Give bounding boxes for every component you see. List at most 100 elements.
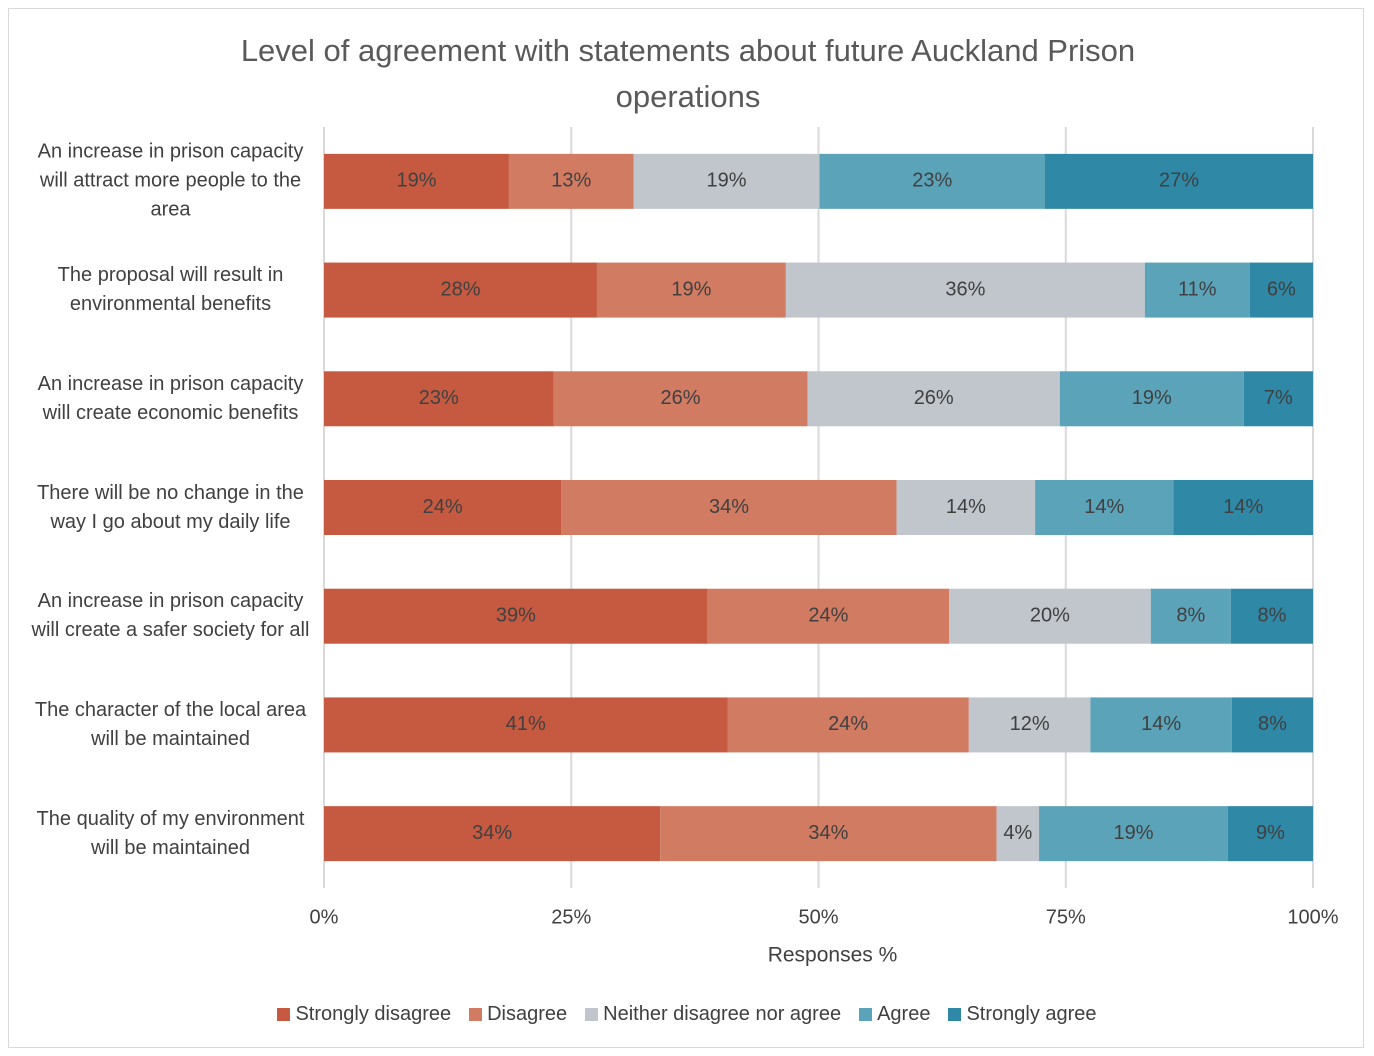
data-label: 14% [1223, 496, 1263, 518]
data-label: 36% [945, 278, 985, 300]
bar-segment [324, 588, 708, 644]
legend-item: Neither disagree nor agree [585, 1003, 841, 1026]
legend-swatch [469, 1008, 483, 1021]
bar-segment [1173, 480, 1313, 535]
bar-segment [1039, 806, 1228, 862]
bar-segment [968, 697, 1091, 753]
legend-swatch [948, 1008, 962, 1021]
category-label: The quality of my environment will be ma… [36, 807, 305, 859]
bar-segment [785, 262, 1145, 318]
category-label: An increase in prison capacity will attr… [37, 140, 304, 221]
data-label: 23% [912, 170, 952, 192]
x-tick-label: 100% [1287, 906, 1338, 928]
data-label: 23% [419, 387, 459, 409]
bar-segment [727, 697, 969, 753]
data-label: 19% [1132, 387, 1172, 409]
bar-segment [1090, 697, 1232, 753]
chart-frame [8, 8, 1364, 1048]
data-label: 19% [671, 278, 711, 300]
legend-item: Strongly agree [948, 1003, 1097, 1026]
data-label: 14% [1141, 713, 1181, 735]
data-label: 39% [496, 604, 536, 626]
bar-segment [1227, 806, 1313, 862]
data-label: 27% [1159, 170, 1199, 192]
bar-segment [807, 371, 1060, 427]
bar-segment [508, 153, 634, 209]
category-label: An increase in prison capacity will crea… [37, 372, 304, 424]
data-label: 14% [1084, 496, 1124, 518]
data-label: 24% [828, 713, 868, 735]
data-label: 34% [709, 496, 749, 518]
bar-segment [896, 480, 1036, 535]
data-label: 14% [946, 496, 986, 518]
legend-item: Strongly disagree [277, 1003, 451, 1026]
legend: Strongly disagree Disagree Neither disagre… [0, 1003, 1374, 1026]
legend-swatch [277, 1008, 291, 1021]
data-label: 41% [506, 713, 546, 735]
bar-segment [324, 480, 562, 535]
x-axis-title: Responses % [768, 944, 898, 967]
bar-segment [1044, 153, 1313, 209]
bar-segment [1059, 371, 1244, 427]
legend-item: Disagree [469, 1003, 567, 1026]
legend-label: Disagree [487, 1003, 568, 1025]
data-label: 7% [1264, 387, 1293, 409]
bar-segment [996, 806, 1040, 862]
bar-segment [553, 371, 808, 427]
bar-segment [324, 371, 554, 427]
bar-segment [819, 153, 1045, 209]
data-label: 6% [1267, 278, 1296, 300]
x-tick-label: 50% [798, 906, 838, 928]
data-label: 8% [1258, 713, 1287, 735]
legend-label: Strongly disagree [295, 1003, 452, 1025]
data-label: 34% [472, 822, 512, 844]
data-label: 12% [1010, 713, 1050, 735]
data-label: 9% [1256, 822, 1285, 844]
data-label: 8% [1176, 604, 1205, 626]
data-label: 8% [1258, 604, 1287, 626]
data-label: 24% [423, 496, 463, 518]
data-label: 11% [1178, 278, 1217, 300]
bar-segment [324, 806, 661, 862]
bar-segment [1150, 588, 1231, 644]
data-label: 24% [808, 604, 848, 626]
category-label: An increase in prison capacity will crea… [31, 590, 310, 642]
category-label: There will be no change in the way I go … [37, 481, 304, 533]
bar-segment [949, 588, 1151, 644]
category-label: The proposal will result in environmenta… [57, 264, 284, 316]
bar-segment [1249, 262, 1313, 318]
bar-segment [1231, 697, 1313, 753]
legend-item: Agree [859, 1003, 930, 1026]
x-tick-label: 75% [1046, 906, 1086, 928]
bar-segment [633, 153, 820, 209]
category-label: The character of the local area will be … [34, 698, 307, 750]
bar-segment [1144, 262, 1250, 318]
x-tick-label: 25% [551, 906, 591, 928]
x-tick-label: 0% [310, 906, 339, 928]
bar-segment [660, 806, 997, 862]
data-label: 26% [661, 387, 701, 409]
bar-segment [324, 262, 597, 318]
bar-segment [324, 697, 728, 753]
chart-title: Level of agreement with statements about… [240, 33, 1136, 114]
data-label: 19% [707, 170, 747, 192]
data-label: 19% [1113, 822, 1153, 844]
legend-swatch [859, 1008, 873, 1021]
legend-label: Strongly agree [966, 1003, 1097, 1025]
legend-swatch [585, 1008, 599, 1021]
data-label: 26% [914, 387, 954, 409]
legend-label: Neither disagree nor agree [603, 1003, 842, 1025]
data-label: 28% [440, 278, 480, 300]
bar-segment [561, 480, 897, 535]
data-label: 13% [551, 170, 591, 192]
legend-label: Agree [877, 1003, 931, 1025]
bar-segment [596, 262, 786, 318]
bar-segment [1035, 480, 1174, 535]
data-label: 4% [1003, 822, 1032, 844]
bar-segment [1230, 588, 1313, 644]
bar-segment [1243, 371, 1313, 427]
bar-segment [707, 588, 950, 644]
bar-segment [324, 153, 509, 209]
